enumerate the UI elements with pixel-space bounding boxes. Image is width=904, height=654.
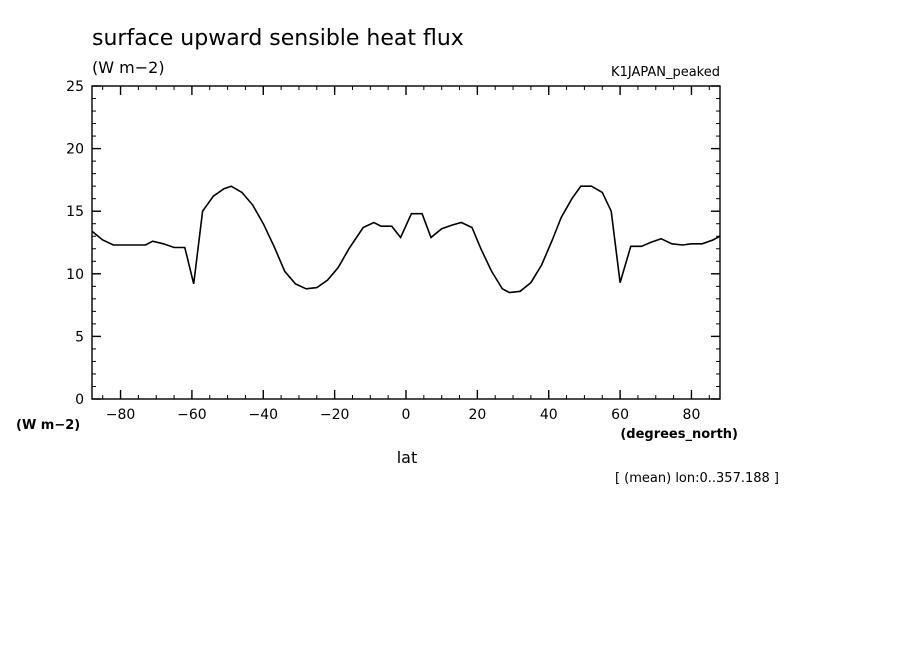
x-minor-ticks	[103, 86, 710, 399]
x-tick-label: −20	[320, 407, 350, 423]
x-tick-label: −80	[106, 407, 136, 423]
x-tick-label: 80	[683, 407, 701, 423]
series-line	[92, 186, 720, 292]
units-label: (W m−2)	[92, 58, 165, 77]
chart-title: surface upward sensible heat flux	[92, 26, 464, 51]
y-tick-label: 15	[66, 204, 84, 220]
y-tick-label: 25	[66, 79, 84, 95]
x-axis: −80 −60 −40 −20 0 20 40 60 80	[106, 86, 701, 423]
y-axis-units: (W m−2)	[16, 418, 80, 433]
x-axis-units: (degrees_north)	[620, 427, 738, 442]
dataset-label: K1JAPAN_peaked	[611, 65, 720, 80]
plot-frame	[92, 86, 720, 399]
footnote: [ (mean) lon:0..357.188 ]	[615, 471, 779, 486]
x-tick-label: −60	[177, 407, 207, 423]
x-tick-label: −40	[248, 407, 278, 423]
x-tick-label: 20	[468, 407, 486, 423]
y-tick-label: 5	[75, 329, 84, 345]
x-tick-label: 60	[611, 407, 629, 423]
y-tick-label: 10	[66, 267, 84, 283]
y-tick-label: 0	[75, 392, 84, 408]
x-tick-label: 0	[402, 407, 411, 423]
y-tick-label: 20	[66, 142, 84, 158]
y-minor-ticks	[92, 86, 720, 399]
x-axis-label: lat	[397, 448, 418, 467]
x-tick-label: 40	[540, 407, 558, 423]
